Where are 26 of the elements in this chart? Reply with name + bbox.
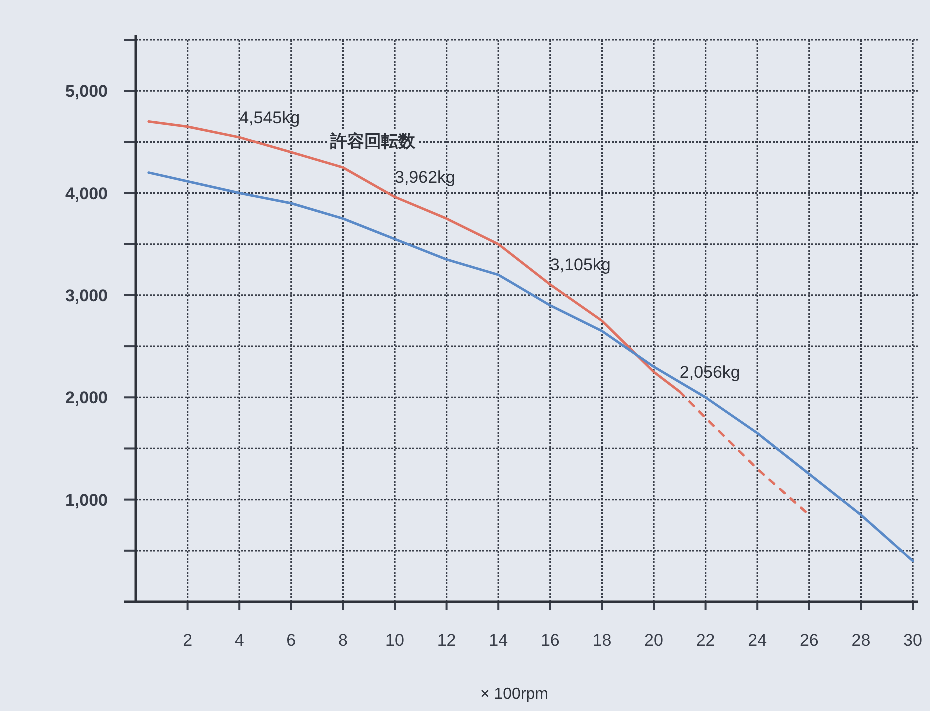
annotation: 3,105kg xyxy=(550,256,611,275)
x-tick-label: 14 xyxy=(489,631,508,650)
x-axis-title: × 100rpm xyxy=(480,686,549,703)
x-tick-label: 12 xyxy=(437,631,456,650)
x-tick-label: 22 xyxy=(696,631,716,650)
y-tick-label: 4,000 xyxy=(65,184,108,204)
x-tick-label: 6 xyxy=(286,631,296,650)
x-tick-label: 8 xyxy=(338,631,348,650)
x-tick-label: 20 xyxy=(644,631,664,650)
x-tick-label: 24 xyxy=(748,631,768,650)
x-tick-label: 18 xyxy=(592,631,612,650)
annotation: 2,056kg xyxy=(680,362,740,382)
annotation: 許容回転数 xyxy=(329,132,416,151)
x-tick-label: 4 xyxy=(234,631,244,650)
x-tick-label: 30 xyxy=(904,631,922,650)
x-tick-label: 28 xyxy=(852,631,871,650)
annotation: 4,545kg xyxy=(240,108,300,128)
y-tick-label: 1,000 xyxy=(65,490,108,510)
y-tick-label: 3,000 xyxy=(65,286,108,306)
x-tick-label: 16 xyxy=(540,631,560,650)
y-tick-label: 2,000 xyxy=(65,388,108,408)
x-tick-label: 2 xyxy=(183,631,193,650)
y-tick-label: 5,000 xyxy=(65,82,108,102)
annotation: 3,962kg xyxy=(395,168,456,188)
x-tick-label: 26 xyxy=(800,631,819,650)
x-tick-label: 10 xyxy=(386,631,404,650)
